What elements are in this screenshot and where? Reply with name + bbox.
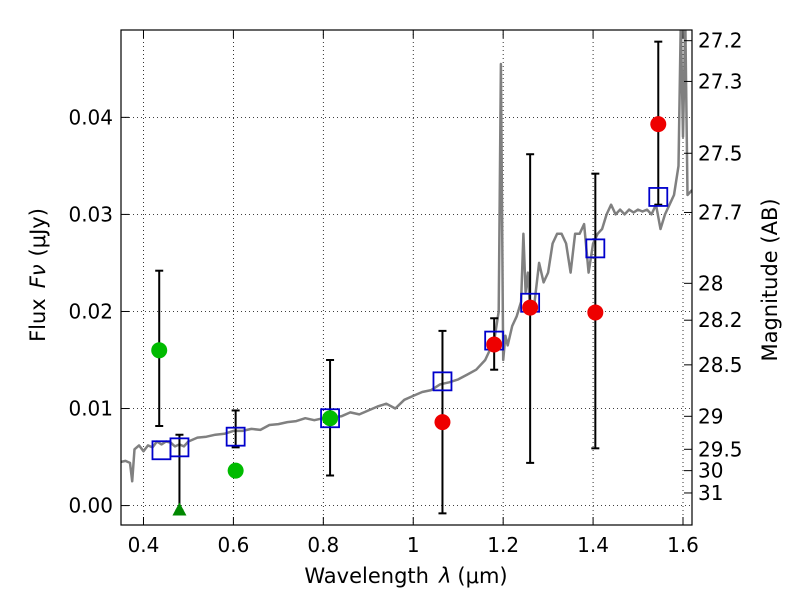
data-markers	[151, 116, 669, 516]
data-point-marker	[151, 342, 168, 359]
x-tick-label: 1.4	[577, 533, 609, 557]
y2-axis-label: Magnitude (AB)	[758, 198, 782, 361]
data-point-marker	[434, 414, 451, 431]
y-tick-label: 0.03	[68, 202, 113, 226]
y2-tick-label: 28.5	[698, 353, 743, 377]
axis-ticks: 0.4 0.6 0.8 1 1.2 1.4 1.6 0.00 0.01 0.02 0.03 0.04 2…	[68, 29, 742, 557]
x-tick-label: 1.2	[487, 533, 519, 557]
model-square-marker	[432, 371, 453, 392]
y2-tick-label: 31	[698, 481, 723, 505]
y2-tick-label: 27.3	[698, 69, 743, 93]
y2-tick-label: 29.5	[698, 437, 743, 461]
data-point-marker	[587, 304, 604, 321]
y-tick-label: 0.02	[68, 299, 113, 323]
y2-tick-label: 27.5	[698, 141, 743, 165]
data-point-marker	[650, 116, 667, 133]
y2-tick-label: 28.2	[698, 308, 743, 332]
y-tick-label: 0.04	[68, 105, 113, 129]
x-tick-label: 0.6	[217, 533, 249, 557]
y-axis-label: FluxFν(μJy)	[26, 208, 50, 342]
model-square-marker	[320, 408, 340, 429]
upper-limit-marker	[172, 502, 187, 516]
grid-lines	[121, 30, 692, 525]
data-point-marker	[227, 462, 244, 479]
model-sed-layer	[121, 30, 692, 483]
y2-tick-label: 29	[698, 404, 723, 428]
x-axis-label: Wavelength λ (μm)	[304, 564, 507, 588]
x-tick-label: 0.4	[128, 533, 160, 557]
y2-tick-label: 27.7	[698, 200, 743, 224]
y-tick-label: 0.00	[68, 494, 113, 518]
y2-tick-label: 28	[698, 271, 723, 295]
x-tick-label: 0.8	[307, 533, 339, 557]
y-tick-label: 0.01	[68, 397, 113, 421]
error-bars	[155, 40, 663, 515]
model-sed-line	[121, 30, 692, 483]
y2-tick-label: 30	[698, 459, 723, 483]
model-square-marker	[169, 437, 190, 458]
plot-frame	[120, 29, 693, 526]
model-square-marker	[585, 238, 606, 259]
x-tick-label: 1.6	[667, 533, 699, 557]
model-square-marker	[648, 187, 669, 207]
data-point-marker	[322, 410, 339, 427]
data-point-marker	[486, 336, 503, 353]
data-point-marker	[522, 299, 539, 316]
y2-tick-label: 27.2	[698, 29, 743, 53]
model-square-marker	[225, 426, 246, 447]
x-tick-label: 1	[407, 533, 420, 557]
